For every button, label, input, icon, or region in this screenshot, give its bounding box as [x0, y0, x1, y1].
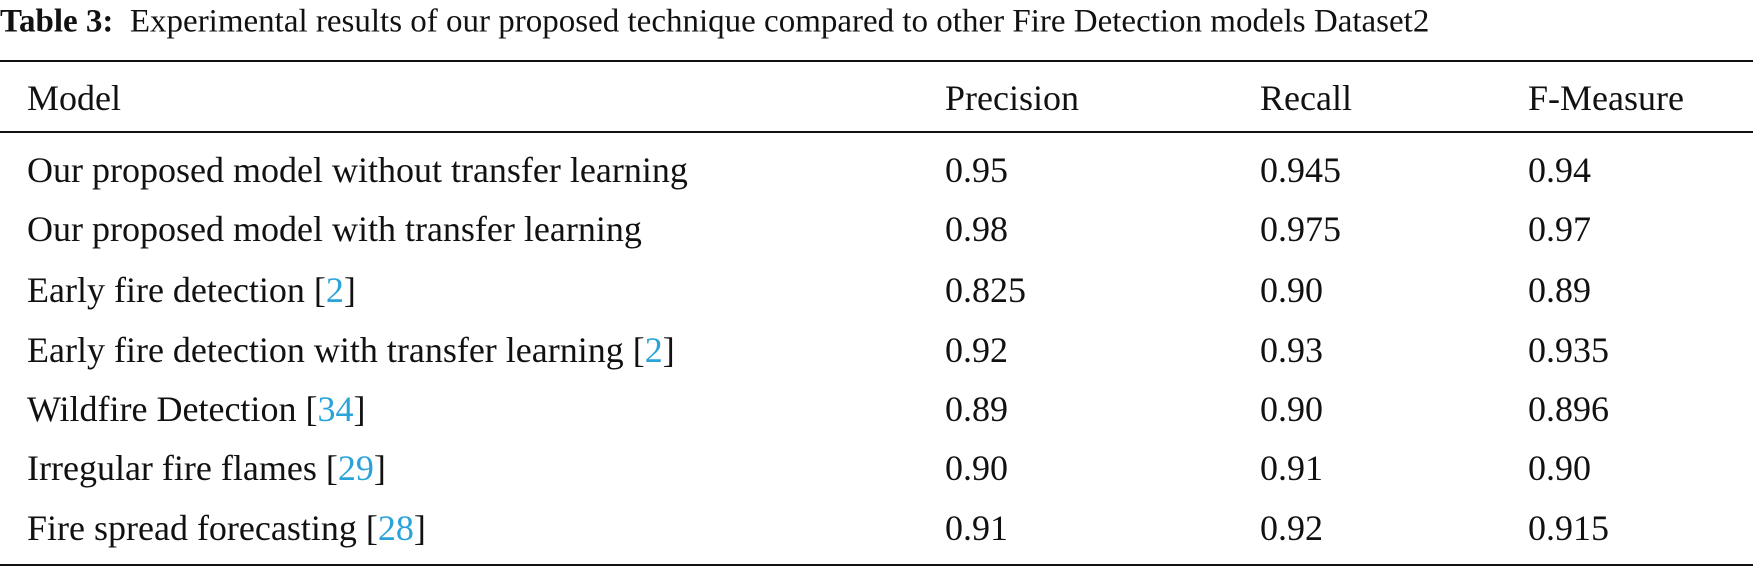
- value-cell: 0.90: [945, 448, 1008, 488]
- value-cell: 0.935: [1528, 330, 1609, 370]
- value-cell: 0.896: [1528, 389, 1609, 429]
- model-text: Our proposed model without transfer lear…: [27, 150, 688, 190]
- value-cell: 0.95: [945, 150, 1008, 190]
- model-text: ]: [373, 448, 386, 488]
- value-cell: 0.975: [1260, 209, 1341, 249]
- model-cell: Irregular fire flames [29]: [27, 450, 386, 486]
- reference-link: 34: [317, 389, 354, 429]
- model-cell: Early fire detection [2]: [27, 272, 356, 308]
- model-text: Early fire detection [: [27, 270, 326, 310]
- value-cell: 0.825: [945, 270, 1026, 310]
- mid-rule: [0, 131, 1753, 133]
- reference-link: 29: [337, 448, 374, 488]
- value-cell: 0.89: [945, 389, 1008, 429]
- caption-text: Experimental results of our proposed tec…: [129, 3, 1430, 40]
- value-cell: 0.93: [1260, 330, 1323, 370]
- reference-link: 28: [377, 508, 414, 548]
- caption: Table 3: Experimental results of our pro…: [0, 3, 1430, 40]
- model-text: ]: [343, 270, 356, 310]
- model-text: ]: [413, 508, 426, 548]
- model-text: Irregular fire flames [: [27, 448, 338, 488]
- value-cell: 0.89: [1528, 270, 1591, 310]
- model-cell: Our proposed model without transfer lear…: [27, 152, 688, 188]
- value-cell: 0.92: [1260, 508, 1323, 548]
- value-cell: 0.90: [1260, 389, 1323, 429]
- value-cell: 0.915: [1528, 508, 1609, 548]
- header-cell: Recall: [1260, 78, 1352, 118]
- header-cell: F-Measure: [1528, 78, 1684, 118]
- model-text: Our proposed model with transfer learnin…: [27, 209, 642, 249]
- bottom-rule: [0, 564, 1753, 566]
- reference-link: 2: [644, 330, 663, 370]
- value-cell: 0.97: [1528, 209, 1591, 249]
- model-text: Fire spread forecasting [: [27, 508, 378, 548]
- caption-label: Table 3:: [0, 3, 114, 40]
- value-cell: 0.92: [945, 330, 1008, 370]
- value-cell: 0.90: [1260, 270, 1323, 310]
- model-cell: Wildfire Detection [34]: [27, 391, 365, 427]
- value-cell: 0.94: [1528, 150, 1591, 190]
- value-cell: 0.91: [945, 508, 1008, 548]
- model-text: ]: [353, 389, 366, 429]
- header-cell: Model: [27, 78, 121, 118]
- model-text: Wildfire Detection [: [27, 389, 318, 429]
- header-cell: Precision: [945, 78, 1079, 118]
- model-cell: Early fire detection with transfer learn…: [27, 332, 675, 368]
- model-text: ]: [662, 330, 675, 370]
- value-cell: 0.945: [1260, 150, 1341, 190]
- value-cell: 0.98: [945, 209, 1008, 249]
- reference-link: 2: [325, 270, 344, 310]
- value-cell: 0.90: [1528, 448, 1591, 488]
- model-text: Early fire detection with transfer learn…: [27, 330, 645, 370]
- value-cell: 0.91: [1260, 448, 1323, 488]
- model-cell: Fire spread forecasting [28]: [27, 510, 426, 546]
- model-cell: Our proposed model with transfer learnin…: [27, 211, 642, 247]
- top-rule: [0, 60, 1753, 62]
